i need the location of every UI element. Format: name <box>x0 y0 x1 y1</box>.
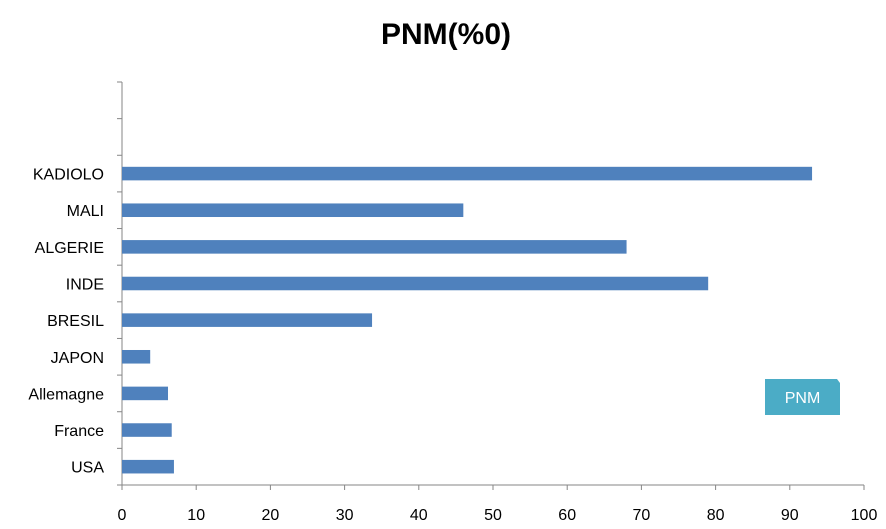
bars <box>122 166 813 474</box>
x-tick-label: 50 <box>484 507 502 524</box>
x-tick-label: 60 <box>558 507 576 524</box>
x-tick-label: 10 <box>187 507 205 524</box>
x-tick-label: 20 <box>262 507 280 524</box>
bar-japon <box>122 349 151 364</box>
category-label: France <box>54 423 104 440</box>
legend-label: PNM <box>785 390 821 407</box>
x-tick-label: 40 <box>410 507 428 524</box>
bar-kadiolo <box>122 166 813 181</box>
category-label: BRESIL <box>47 313 104 330</box>
category-label: Allemagne <box>28 386 104 403</box>
category-label: ALGERIE <box>35 240 104 257</box>
bar-algerie <box>122 240 627 254</box>
x-tick-label: 30 <box>336 507 354 524</box>
bar-bresil <box>122 313 373 327</box>
x-tick-label: 0 <box>118 507 127 524</box>
chart-title: PNM(%0) <box>381 18 511 51</box>
category-label: USA <box>71 460 104 477</box>
x-tick-label: 90 <box>781 507 799 524</box>
bar-inde <box>122 276 709 291</box>
category-label: JAPON <box>51 350 104 367</box>
x-tick-label: 70 <box>633 507 651 524</box>
category-label: MALI <box>67 203 104 220</box>
category-label: KADIOLO <box>33 167 104 184</box>
value-tick-labels: 0 10 20 30 40 50 60 70 80 90 100 <box>118 507 878 524</box>
legend: PNM <box>765 379 840 415</box>
category-label: INDE <box>66 277 104 294</box>
bar-france <box>122 423 172 437</box>
bar-allemagne <box>122 386 169 401</box>
x-tick-label: 100 <box>851 507 878 524</box>
bar-usa <box>122 459 174 474</box>
category-labels: USA France Allemagne JAPON BRESIL INDE ALGERIE… <box>28 167 104 477</box>
legend-box <box>765 379 840 415</box>
x-tick-label: 80 <box>707 507 725 524</box>
bar-mali <box>122 203 464 218</box>
